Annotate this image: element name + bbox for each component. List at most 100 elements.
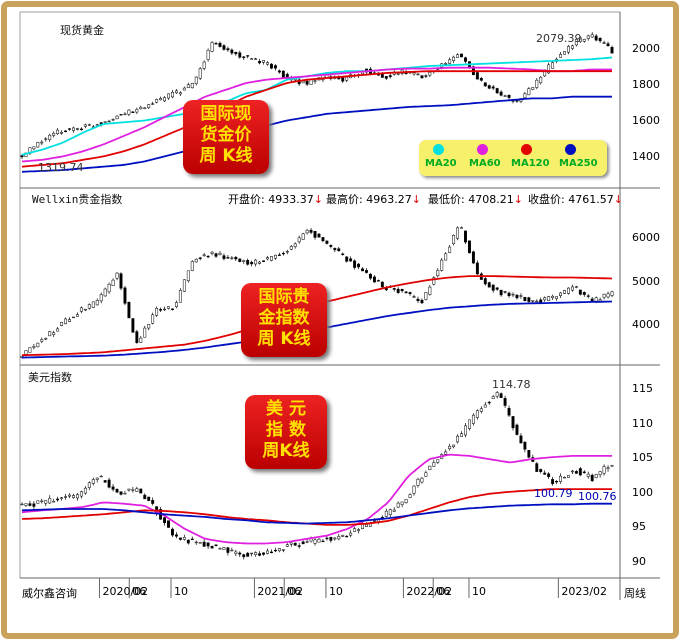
candle — [28, 347, 32, 353]
candle — [365, 268, 368, 274]
candle — [349, 256, 353, 262]
candle — [293, 542, 297, 546]
candle — [56, 326, 60, 332]
candle — [527, 296, 531, 304]
candle — [281, 251, 285, 256]
candle — [503, 395, 507, 408]
candle — [337, 533, 341, 541]
candle — [519, 433, 523, 444]
x-tick-label: 10 — [173, 585, 188, 598]
candle — [230, 48, 234, 56]
badge-gold: 国际现 货金价周 K线 — [183, 100, 269, 174]
candle — [163, 306, 167, 312]
candle — [52, 131, 56, 138]
ytick-index-5000: 5000 — [632, 275, 660, 288]
candle — [79, 306, 83, 314]
badge-index: 国际贵 金指数周 K线 — [241, 283, 327, 357]
x-tick-label: 10 — [471, 585, 486, 598]
candle — [582, 38, 586, 43]
candle — [313, 230, 317, 240]
candle — [230, 547, 234, 552]
candle — [214, 252, 218, 259]
candle — [72, 493, 75, 499]
ohlc-low: 最低价: 4708.21↓ — [428, 193, 523, 206]
candle — [174, 300, 178, 309]
candle — [531, 87, 535, 91]
candle — [412, 294, 416, 298]
candle — [388, 73, 392, 79]
candle — [270, 255, 273, 262]
candle — [103, 287, 107, 297]
candle — [570, 44, 574, 51]
candle — [586, 34, 590, 41]
candle — [273, 254, 277, 260]
candle — [416, 477, 420, 488]
candle — [566, 44, 570, 55]
candle — [210, 41, 214, 53]
candle — [448, 443, 452, 451]
candle — [171, 527, 174, 538]
candle — [230, 256, 234, 261]
candle — [218, 250, 222, 256]
candle — [341, 534, 345, 538]
candle — [464, 423, 467, 438]
candle — [384, 508, 388, 518]
candle — [250, 260, 254, 267]
annotation-usd-high: 114.78 — [492, 378, 531, 391]
candle — [574, 38, 578, 47]
candle — [471, 250, 475, 265]
candle — [483, 401, 487, 408]
ma-legend: MA20 MA60 MA120 MA250 — [419, 140, 607, 176]
candle — [87, 481, 91, 490]
candle — [56, 128, 60, 135]
candle — [32, 343, 36, 350]
candle — [115, 488, 119, 494]
candle — [111, 278, 115, 287]
candle — [210, 251, 214, 256]
candle — [143, 107, 147, 110]
ytick-index-6000: 6000 — [632, 231, 660, 244]
candle — [448, 57, 452, 66]
candle — [507, 405, 511, 418]
candle — [400, 501, 404, 508]
series-line-ma250 — [21, 502, 612, 525]
candle — [325, 240, 329, 245]
candle — [305, 539, 309, 544]
candle — [254, 551, 258, 557]
candle — [408, 291, 412, 296]
candle — [48, 133, 52, 142]
candle — [527, 450, 531, 459]
candle — [186, 270, 190, 283]
candle — [238, 50, 242, 59]
candle — [511, 415, 515, 431]
x-axis-right-label: 周线 — [624, 587, 646, 600]
candle — [483, 277, 487, 286]
candle — [64, 494, 68, 500]
candle — [60, 130, 64, 135]
candle — [475, 260, 479, 275]
candle — [115, 115, 119, 120]
candle — [539, 75, 543, 85]
ytick-usd-95: 95 — [632, 520, 646, 533]
candle — [72, 316, 75, 319]
candle — [174, 532, 178, 539]
candle — [266, 61, 269, 66]
candle — [582, 470, 586, 474]
candle — [123, 490, 127, 495]
candle — [412, 485, 416, 496]
candle — [285, 543, 289, 548]
candle — [83, 486, 87, 495]
candle — [547, 472, 551, 479]
candle — [139, 335, 143, 343]
candle — [444, 252, 448, 261]
candle — [487, 400, 491, 405]
candle — [329, 536, 333, 543]
candle — [487, 84, 491, 90]
candle — [555, 296, 559, 301]
candle — [535, 461, 539, 472]
legend-dot-ma120 — [521, 144, 532, 155]
candle — [222, 546, 226, 550]
candle — [206, 255, 210, 258]
candle — [198, 541, 202, 544]
candle — [420, 75, 424, 79]
